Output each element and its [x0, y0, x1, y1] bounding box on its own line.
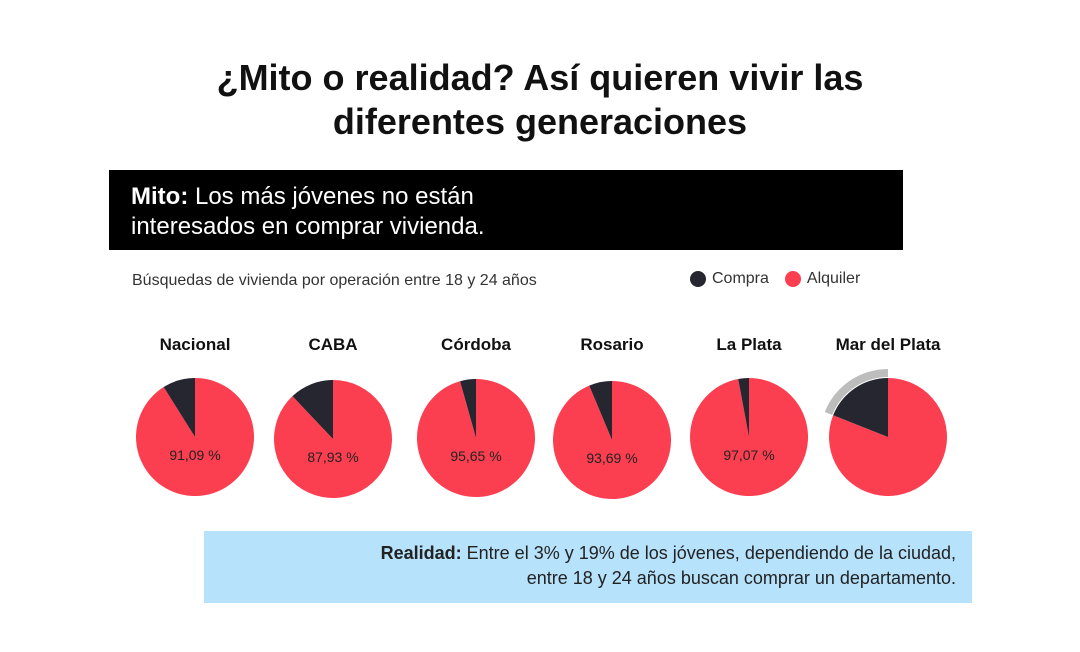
myth-label: Mito: — [131, 183, 189, 210]
myth-line-2: interesados en comprar vivienda. — [131, 213, 485, 240]
pie-slice-compra-2 — [460, 379, 476, 438]
pie-slice-compra-5 — [833, 378, 888, 437]
title-line-1: ¿Mito o realidad? Así quieren vivir las — [216, 57, 864, 98]
pie-label-0: Nacional — [159, 335, 231, 354]
pie-data-label-0: 91,09 % — [169, 447, 221, 463]
legend-item-alquiler: Alquiler — [784, 270, 861, 288]
reality-line-2: entre 18 y 24 años buscan comprar un dep… — [526, 568, 956, 588]
page-title: ¿Mito o realidad? Así quieren vivir las … — [0, 56, 1080, 144]
pie-slice-compra-4 — [738, 378, 749, 437]
legend-item-compra: Compra — [690, 270, 769, 288]
chart-title: Búsquedas de vivienda por operación entr… — [132, 272, 537, 289]
legend: Compra Alquiler — [690, 270, 876, 288]
title-line-2: diferentes generaciones — [332, 101, 748, 142]
reality-label: Realidad: — [380, 543, 462, 563]
pie-slice-compra-0 — [163, 378, 195, 437]
pie-slice-compra-3 — [589, 381, 612, 440]
legend-swatch-compra — [690, 271, 706, 287]
pie-label-1: CABA — [308, 335, 358, 354]
pie-data-label-2: 95,65 % — [450, 448, 502, 464]
pie-slice-alquiler-5 — [828, 378, 947, 496]
myth-box: Mito: Los más jóvenes no están interesad… — [109, 170, 903, 250]
pie-slice-compra-1 — [292, 380, 333, 439]
pie-label-3: Rosario — [580, 335, 644, 354]
pie-label-5: Mar del Plata — [835, 335, 941, 354]
pie-data-label-4: 97,07 % — [723, 447, 775, 463]
pie-label-2: Córdoba — [441, 335, 511, 354]
reality-box: Realidad: Entre el 3% y 19% de los jóven… — [204, 531, 972, 603]
legend-label-compra: Compra — [712, 270, 769, 287]
pie-slice-alquiler-4 — [690, 378, 809, 496]
pie-slice-alquiler-0 — [136, 378, 255, 497]
pie-data-label-3: 93,69 % — [586, 450, 638, 466]
legend-label-alquiler: Alquiler — [806, 270, 861, 287]
legend-swatch-alquiler — [784, 271, 801, 287]
pie-slice-alquiler-2 — [416, 379, 535, 498]
reality-line-1: Entre el 3% y 19% de los jóvenes, depend… — [466, 543, 956, 563]
pie-highlight-arc — [824, 369, 888, 415]
pie-data-label-1: 87,93 % — [307, 449, 359, 465]
myth-line-1: Los más jóvenes no están — [194, 183, 474, 210]
pie-label-4: La Plata — [716, 335, 782, 354]
pie-slice-alquiler-3 — [553, 381, 672, 499]
pie-slice-alquiler-1 — [273, 380, 392, 498]
